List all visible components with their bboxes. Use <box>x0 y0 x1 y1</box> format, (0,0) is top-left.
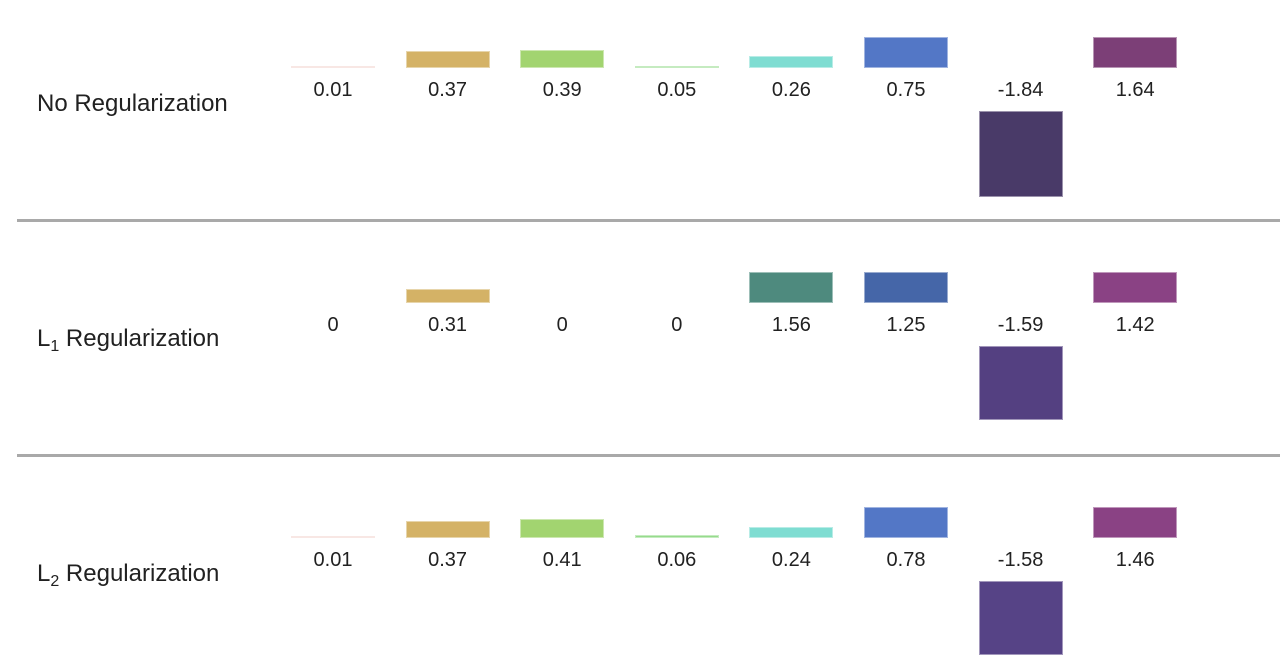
weight-bar <box>1093 272 1178 303</box>
weight-bar <box>978 346 1063 421</box>
weight-bar <box>749 55 834 68</box>
weight-bar <box>864 507 948 538</box>
weight-value-label: 1.56 <box>771 314 811 336</box>
weight-value-label: 0 <box>556 314 568 336</box>
row-label-text: Regularization <box>59 560 220 587</box>
panel-divider-line <box>17 454 1280 457</box>
panel-divider-line <box>17 219 1280 222</box>
weight-value-label: 0 <box>671 314 683 336</box>
weight-value-label: 0.37 <box>428 79 468 101</box>
row-label-subscript: 2 <box>50 573 60 590</box>
weight-value-label: 0 <box>327 314 339 336</box>
weight-value-label: 0.05 <box>657 79 697 101</box>
weight-bar <box>864 37 948 68</box>
weight-value-label: 0.75 <box>886 79 926 101</box>
weight-value-label: 0.24 <box>771 549 811 571</box>
weight-bar <box>405 50 490 68</box>
weight-bar <box>978 581 1063 655</box>
weight-bar <box>405 520 490 538</box>
weight-value-label: 0.39 <box>542 79 582 101</box>
weight-value-label: -1.84 <box>997 79 1044 101</box>
weight-value-label: 0.01 <box>313 549 353 571</box>
weight-value-label: 1.42 <box>1115 314 1155 336</box>
row-label: L2 Regularization <box>37 559 219 592</box>
weight-bar <box>405 288 490 303</box>
weight-value-label: -1.59 <box>997 314 1044 336</box>
row-label: No Regularization <box>37 89 228 119</box>
weight-bar <box>749 526 834 538</box>
row-label: L1 Regularization <box>37 324 219 357</box>
weight-value-label: 0.78 <box>886 549 926 571</box>
weight-bar <box>634 65 719 68</box>
weight-bar <box>978 111 1063 197</box>
weight-bar <box>291 66 375 68</box>
weight-bar <box>520 49 605 68</box>
row-label-text: No Regularization <box>37 90 228 117</box>
weight-value-label: 1.25 <box>886 314 926 336</box>
weight-value-label: 0.26 <box>771 79 811 101</box>
weight-value-label: -1.58 <box>997 549 1044 571</box>
weight-value-label: 0.31 <box>428 314 468 336</box>
weight-bar <box>864 272 948 303</box>
weight-value-label: 0.37 <box>428 549 468 571</box>
weight-bar <box>520 518 605 538</box>
row-label-text: L <box>37 325 51 352</box>
row-label-text: L <box>37 560 51 587</box>
weight-bar <box>1093 37 1178 68</box>
weight-value-label: 1.64 <box>1115 79 1155 101</box>
row-label-subscript: 1 <box>50 338 60 355</box>
weight-bar <box>634 535 719 538</box>
row-label-text: Regularization <box>59 325 220 352</box>
weight-value-label: 0.41 <box>542 549 582 571</box>
weight-value-label: 0.01 <box>313 79 353 101</box>
weight-bar <box>1093 507 1178 538</box>
weight-value-label: 0.06 <box>657 549 697 571</box>
weight-value-label: 1.46 <box>1115 549 1155 571</box>
weight-bar <box>749 272 834 303</box>
weight-bar <box>291 536 375 538</box>
